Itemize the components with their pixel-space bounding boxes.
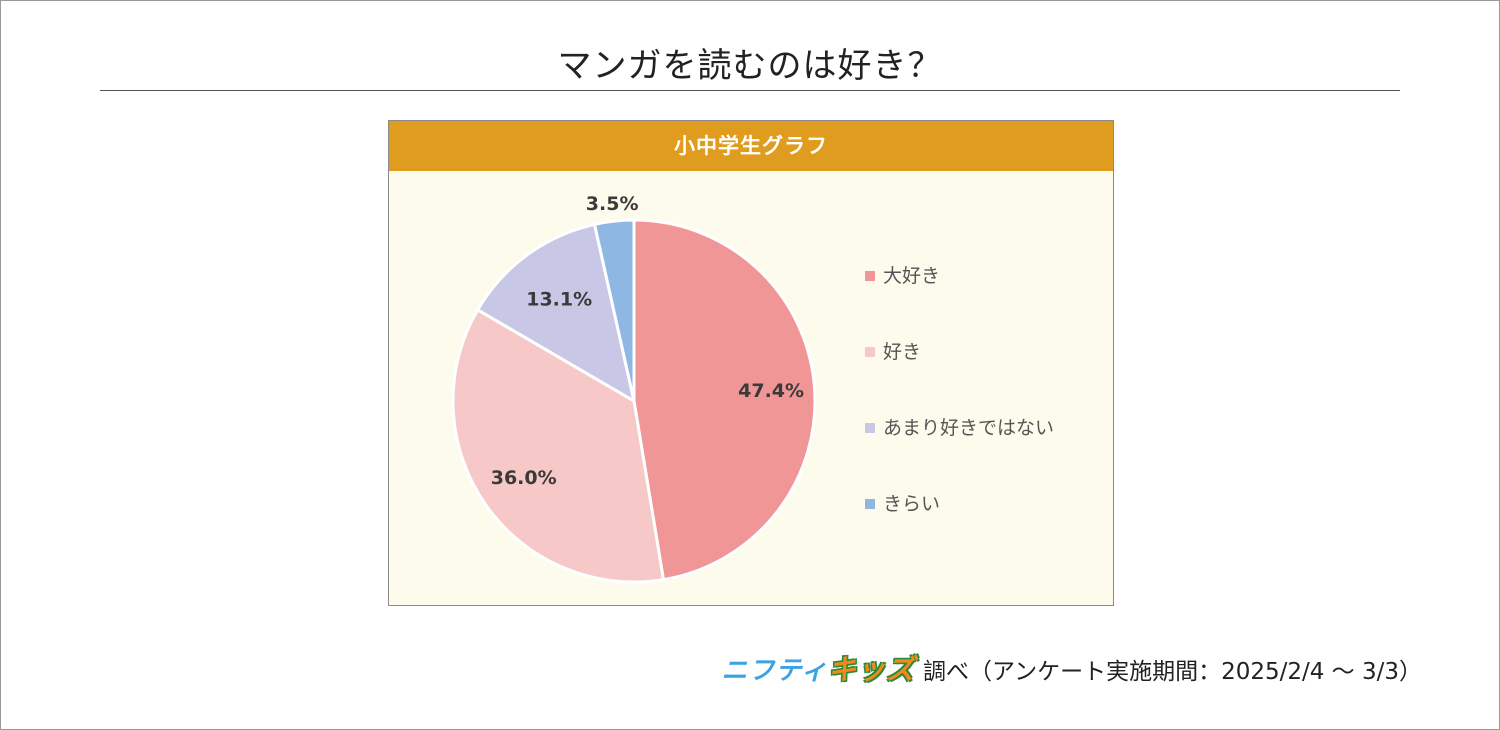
legend-label-3: あまり好きではない <box>883 417 1055 439</box>
legend-label-1: 大好き <box>883 265 941 287</box>
brand-logo-kids: キッズ <box>827 653 915 686</box>
pie-slice-2 <box>451 308 665 584</box>
pie-slice-3 <box>476 222 636 403</box>
brand-logo-nifty: ニフティ <box>721 656 828 686</box>
legend-item-3: あまり好きではない <box>865 413 1054 440</box>
slice-value-label-3: 13.1% <box>526 289 592 311</box>
legend-item-2: 好き <box>865 337 921 364</box>
slice-value-label-4: 3.5% <box>586 193 639 215</box>
legend-swatch-4 <box>865 498 875 509</box>
slice-value-label-1: 47.4% <box>738 380 804 402</box>
legend-item-4: きらい <box>865 489 940 516</box>
chart-title: 小中学生グラフ <box>389 121 1113 171</box>
legend-swatch-3 <box>865 422 875 433</box>
source-note: 調べ（アンケート実施期間：2025/2/4 ～ 3/3） <box>922 659 1422 685</box>
slice-value-label-2: 36.0% <box>491 467 557 489</box>
legend-item-1: 大好き <box>865 261 940 288</box>
title-divider <box>100 90 1400 91</box>
legend-label-2: 好き <box>883 341 922 363</box>
pie-chart: 47.4% 36.0% 13.1% 3.5% <box>451 193 817 584</box>
chart-panel: 小中学生グラフ 47.4% 36.0% 13.1% 3.5% 大好き好きあまり好きでは… <box>388 120 1114 606</box>
pie-slice-1 <box>632 218 817 582</box>
legend-swatch-2 <box>865 346 875 357</box>
page-title: マンガを読むのは好き？ <box>557 46 943 86</box>
source-footer: ニフティキッズ 調べ（アンケート実施期間：2025/2/4 ～ 3/3） <box>722 648 1422 688</box>
legend-swatch-1 <box>865 270 875 281</box>
pie-slice-4 <box>593 218 636 403</box>
legend-label-4: きらい <box>883 493 941 515</box>
